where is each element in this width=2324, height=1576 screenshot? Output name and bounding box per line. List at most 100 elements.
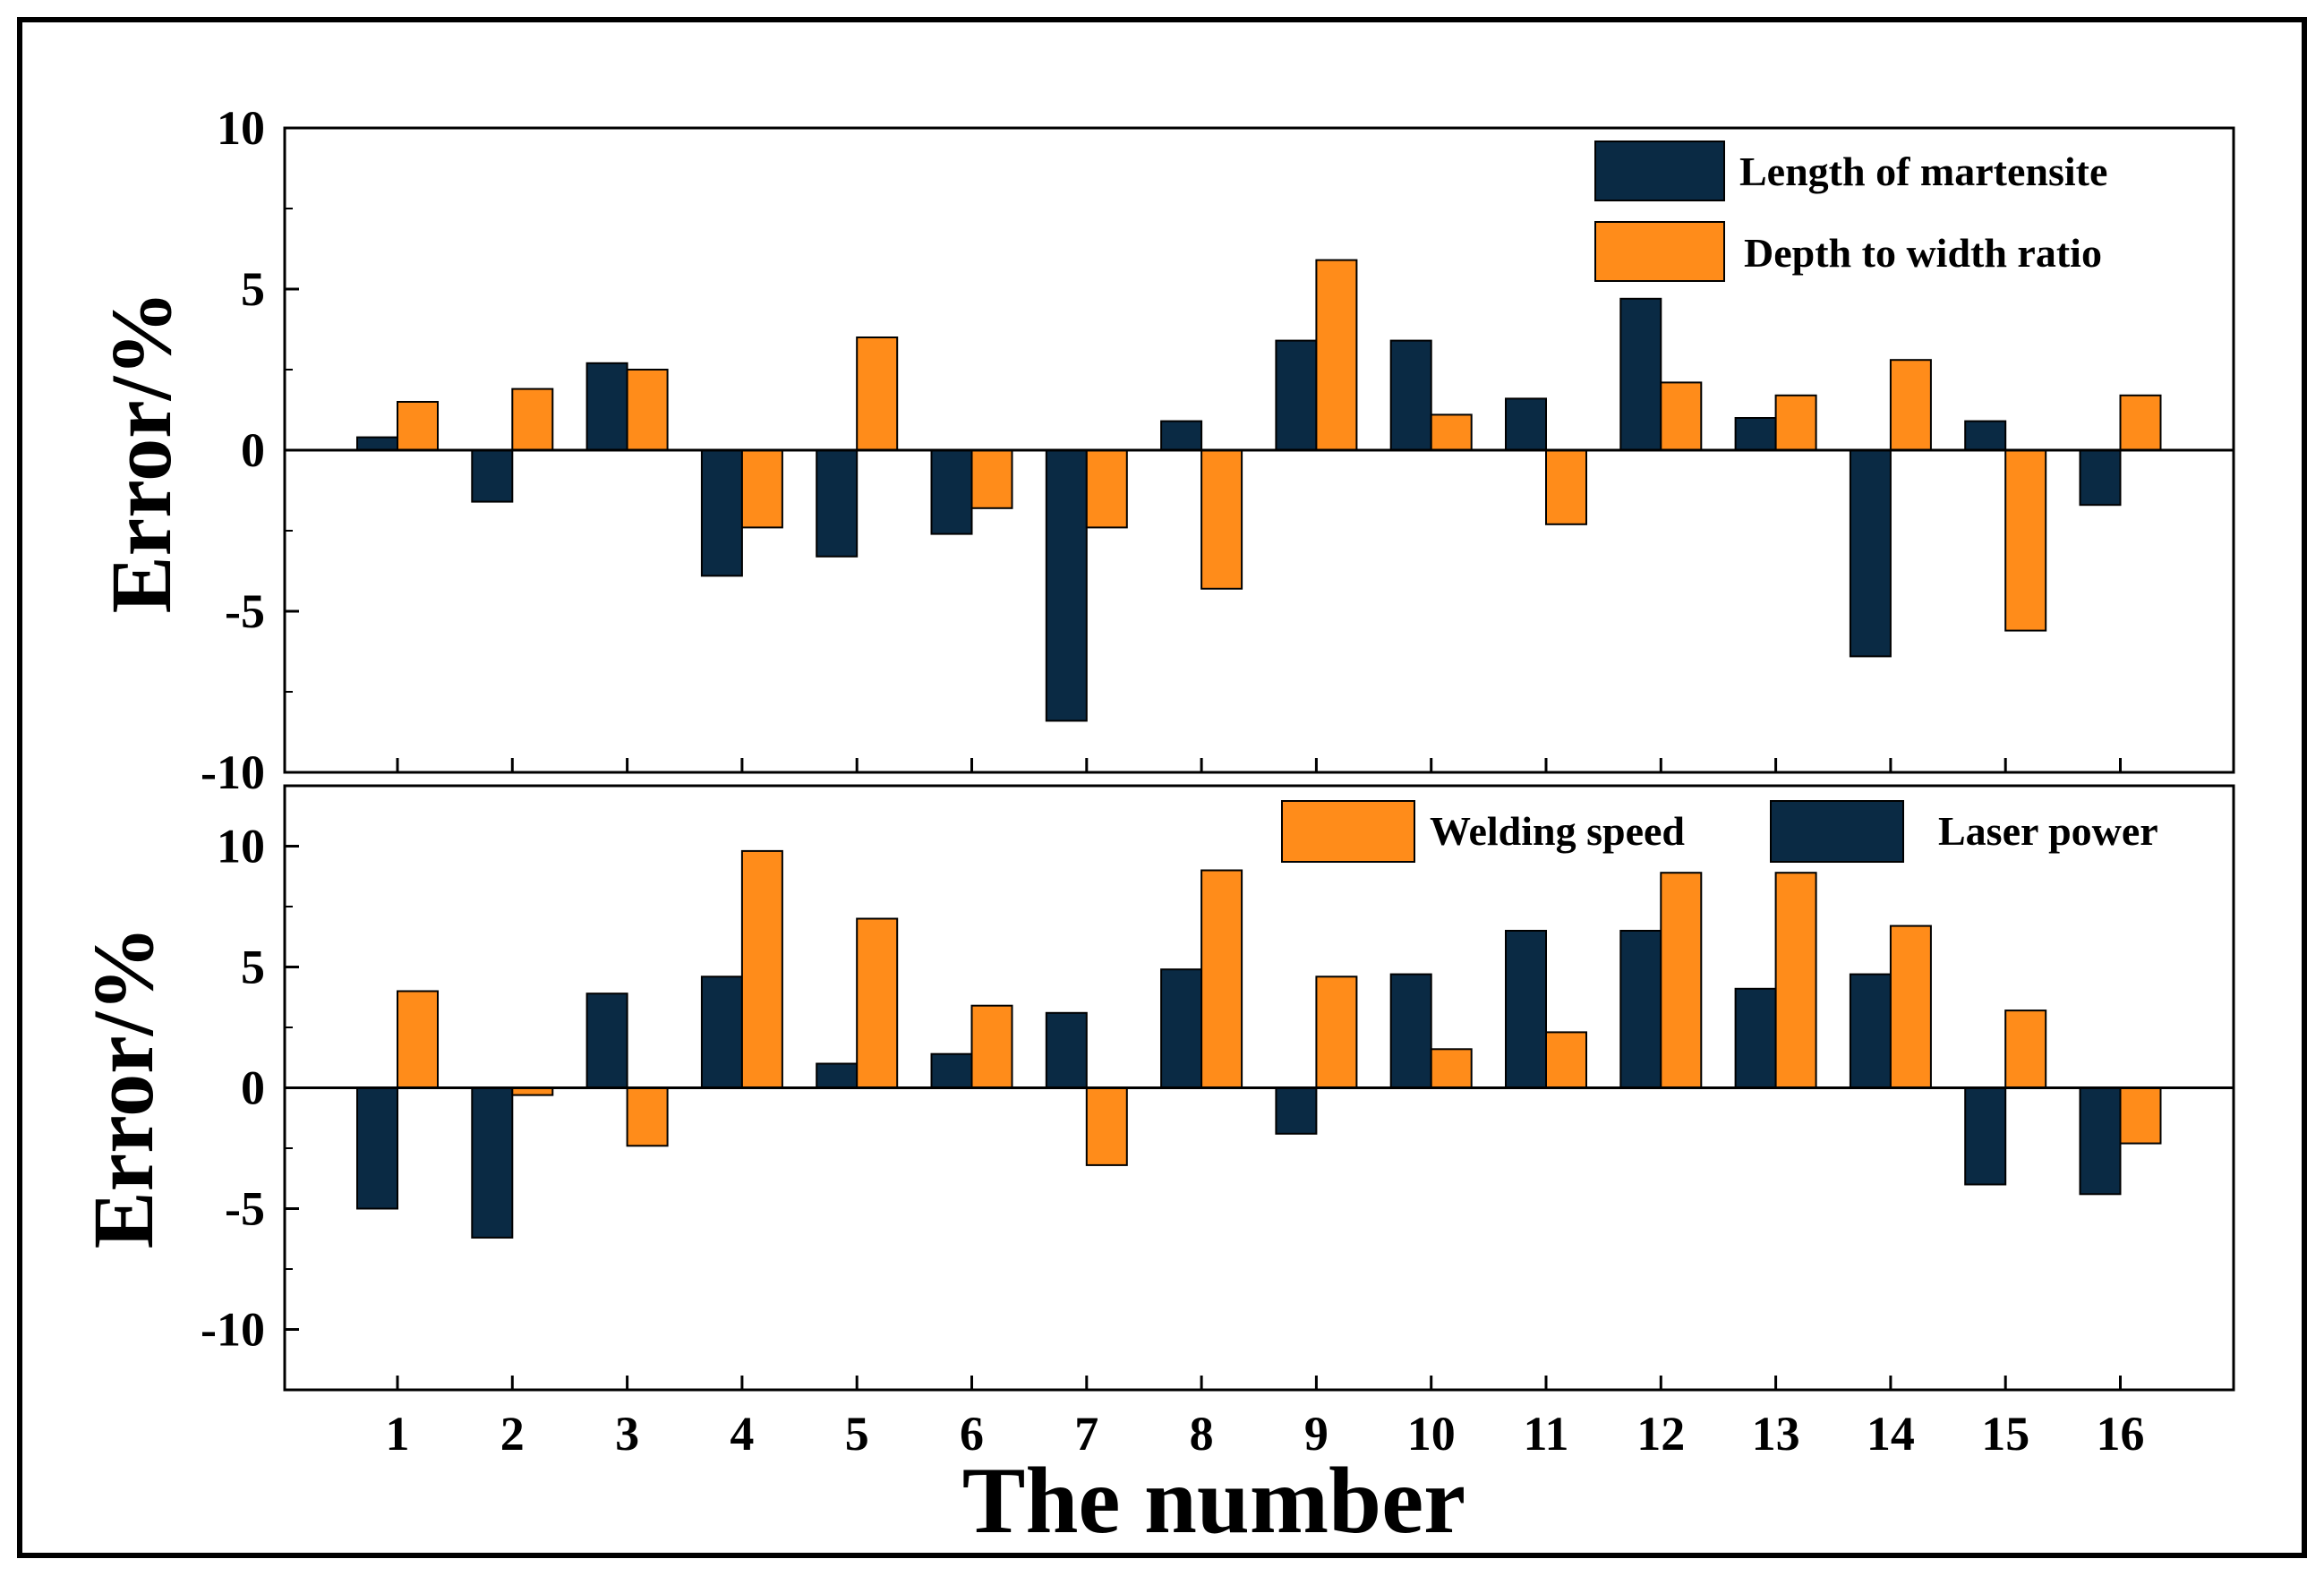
x-tick-label-3: 3 — [615, 1407, 639, 1461]
legend-top-swatch-depth-to-width-ratio — [1594, 221, 1725, 282]
x-tick-label-8: 8 — [1190, 1407, 1214, 1461]
bottom-bar-laser-power-2 — [471, 1086, 514, 1239]
legend-top-swatch-length-of-martensite — [1594, 141, 1725, 201]
x-tick-label-7: 7 — [1074, 1407, 1098, 1461]
top-bar-length-of-martensite-11 — [1505, 397, 1547, 451]
top-bar-depth-to-width-ratio-6 — [970, 449, 1013, 509]
top-bar-depth-to-width-ratio-7 — [1085, 449, 1128, 529]
top-bar-depth-to-width-ratio-13 — [1774, 394, 1817, 451]
bottom-y-axis-label: Error/% — [75, 926, 171, 1249]
bottom-bar-welding-speed-15 — [2004, 1009, 2047, 1089]
bottom-bar-welding-speed-9 — [1315, 975, 1358, 1089]
bottom-bar-welding-speed-5 — [856, 917, 899, 1089]
top-bar-length-of-martensite-15 — [1964, 420, 2007, 452]
bottom-bar-welding-speed-12 — [1660, 872, 1703, 1089]
top-y-tick-label--10: -10 — [201, 745, 265, 799]
x-axis-ticks: 1 2 3 4 5 6 7 8 9 10 11 12 13 14 15 16 — [386, 758, 2145, 1461]
top-bar-depth-to-width-ratio-11 — [1545, 449, 1587, 525]
bottom-bar-laser-power-5 — [816, 1062, 859, 1089]
x-tick-label-5: 5 — [845, 1407, 869, 1461]
top-bar-length-of-martensite-2 — [471, 449, 514, 503]
top-bar-length-of-martensite-1 — [356, 436, 398, 452]
bottom-y-tick-label-5: 5 — [241, 941, 265, 994]
bottom-bar-welding-speed-1 — [397, 990, 439, 1089]
x-tick-label-13: 13 — [1752, 1407, 1800, 1461]
top-bar-depth-to-width-ratio-9 — [1315, 259, 1358, 451]
bottom-bar-laser-power-9 — [1275, 1086, 1318, 1135]
bottom-bar-laser-power-8 — [1160, 968, 1203, 1089]
bottom-bar-laser-power-7 — [1045, 1011, 1088, 1089]
x-tick-label-4: 4 — [730, 1407, 754, 1461]
bottom-bar-laser-power-1 — [356, 1086, 398, 1210]
top-bar-depth-to-width-ratio-10 — [1430, 413, 1473, 451]
x-tick-label-16: 16 — [2097, 1407, 2145, 1461]
bottom-panel: 10 5 0 -5 -10 Error/% Welding speed Laser po… — [75, 784, 2235, 1392]
bottom-bars — [356, 849, 2162, 1239]
bottom-y-ticks: 10 5 0 -5 -10 — [201, 785, 299, 1391]
top-bar-length-of-martensite-13 — [1734, 417, 1777, 451]
bottom-bar-welding-speed-11 — [1545, 1031, 1587, 1089]
bottom-bar-laser-power-12 — [1619, 930, 1662, 1089]
top-bar-length-of-martensite-6 — [930, 449, 973, 535]
bottom-bar-laser-power-10 — [1389, 973, 1432, 1089]
x-tick-label-1: 1 — [386, 1407, 410, 1461]
top-bar-length-of-martensite-5 — [816, 449, 859, 558]
legend-bottom-label-laser-power: Laser power — [1938, 808, 2158, 854]
bottom-y-tick-label--10: -10 — [201, 1303, 265, 1357]
x-tick-label-10: 10 — [1407, 1407, 1456, 1461]
top-bars — [356, 259, 2162, 722]
x-tick-label-12: 12 — [1636, 1407, 1685, 1461]
top-bar-depth-to-width-ratio-15 — [2004, 449, 2047, 632]
top-bar-length-of-martensite-9 — [1275, 339, 1318, 452]
top-bar-depth-to-width-ratio-5 — [856, 336, 899, 451]
top-bar-length-of-martensite-12 — [1619, 297, 1662, 451]
top-bar-depth-to-width-ratio-1 — [397, 401, 439, 451]
top-bar-length-of-martensite-16 — [2079, 449, 2122, 507]
top-bar-depth-to-width-ratio-2 — [511, 388, 554, 452]
bottom-bar-welding-speed-4 — [740, 849, 783, 1089]
top-bar-depth-to-width-ratio-12 — [1660, 381, 1703, 451]
bottom-y-tick-label--5: -5 — [225, 1182, 265, 1236]
bottom-bar-laser-power-3 — [585, 992, 628, 1089]
bottom-bar-welding-speed-6 — [970, 1004, 1013, 1089]
bottom-bar-welding-speed-13 — [1774, 872, 1817, 1089]
x-tick-label-6: 6 — [960, 1407, 984, 1461]
x-tick-label-2: 2 — [500, 1407, 525, 1461]
top-y-tick-label-10: 10 — [217, 101, 265, 155]
top-y-axis-label: Error/% — [93, 291, 189, 614]
bottom-bar-laser-power-11 — [1505, 930, 1547, 1089]
legend-top-label-depth-to-width-ratio: Depth to width ratio — [1744, 230, 2102, 276]
top-bar-depth-to-width-ratio-8 — [1200, 449, 1243, 590]
top-bar-length-of-martensite-4 — [700, 449, 743, 577]
bottom-bar-welding-speed-16 — [2119, 1086, 2162, 1145]
top-y-tick-label-0: 0 — [241, 423, 265, 477]
bottom-bar-welding-speed-3 — [626, 1086, 669, 1147]
top-bar-length-of-martensite-3 — [585, 362, 628, 451]
bottom-bar-welding-speed-7 — [1085, 1086, 1128, 1166]
legend-top-label-length-of-martensite: Length of martensite — [1739, 149, 2107, 194]
x-axis-label: The number — [962, 1448, 1465, 1553]
top-bar-depth-to-width-ratio-3 — [626, 369, 669, 451]
bottom-bar-welding-speed-14 — [1889, 924, 1932, 1089]
top-y-tick-label-5: 5 — [241, 262, 265, 316]
legend-bottom-swatch-welding-speed — [1281, 800, 1415, 863]
top-panel: 10 5 0 -5 -10 Error/% Length of martensite D… — [93, 101, 2235, 799]
top-y-tick-label--5: -5 — [225, 584, 265, 638]
top-bar-length-of-martensite-8 — [1160, 420, 1203, 452]
bottom-bar-laser-power-6 — [930, 1052, 973, 1089]
top-bar-length-of-martensite-14 — [1849, 449, 1892, 658]
bottom-bar-laser-power-15 — [1964, 1086, 2007, 1186]
bottom-bar-laser-power-14 — [1849, 973, 1892, 1089]
top-bar-depth-to-width-ratio-14 — [1889, 359, 1932, 452]
x-tick-label-14: 14 — [1867, 1407, 1915, 1461]
top-bar-length-of-martensite-7 — [1045, 449, 1088, 722]
top-bar-length-of-martensite-10 — [1389, 339, 1432, 452]
top-y-ticks: 10 5 0 -5 -10 — [201, 101, 299, 799]
legend-bottom-label-welding-speed: Welding speed — [1430, 808, 1685, 854]
top-bar-depth-to-width-ratio-16 — [2119, 394, 2162, 451]
bottom-y-tick-label-10: 10 — [217, 820, 265, 873]
x-tick-label-9: 9 — [1304, 1407, 1329, 1461]
outer-frame — [17, 17, 2307, 1558]
bottom-bar-welding-speed-10 — [1430, 1048, 1473, 1089]
